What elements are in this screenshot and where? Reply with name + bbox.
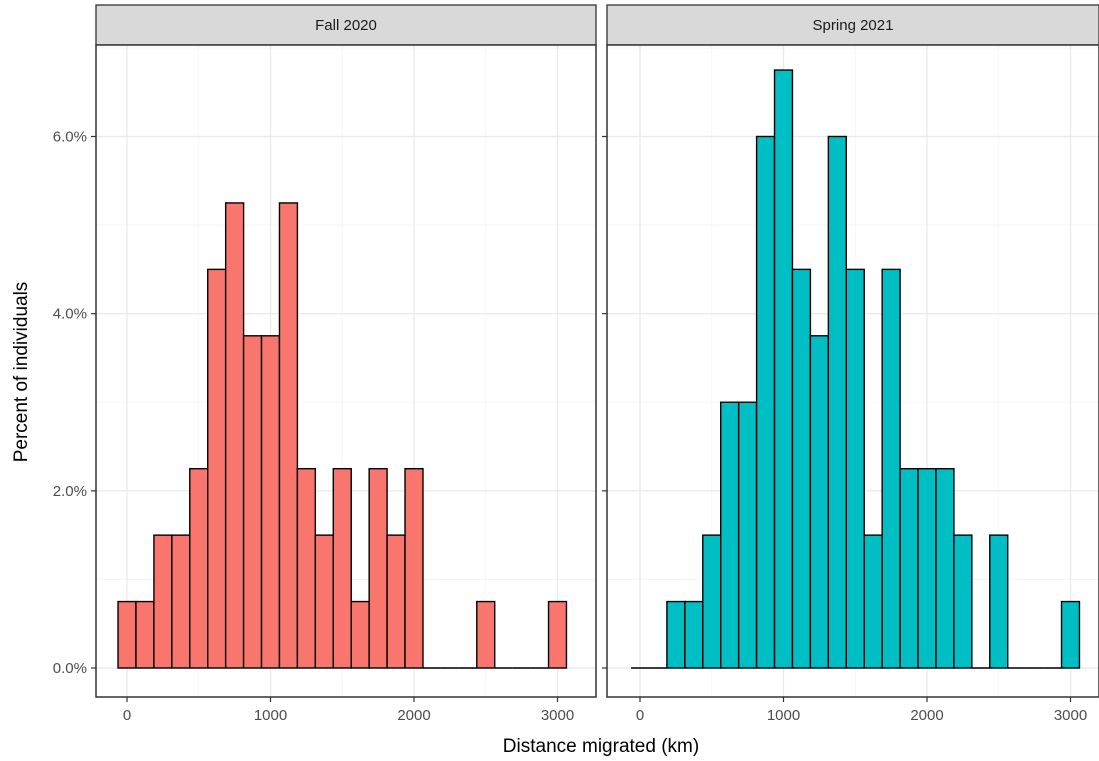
histogram-bar (296, 467, 317, 669)
histogram-bar (547, 600, 568, 669)
histogram-bar (332, 467, 352, 669)
facet-strip (95, 4, 597, 46)
facet-strip (606, 4, 1099, 46)
histogram-bar (827, 135, 847, 669)
histogram-bar (791, 268, 812, 669)
histogram-bar (404, 467, 424, 669)
x-tick-label: 1000 (767, 707, 800, 724)
histogram-bar (989, 534, 1009, 669)
x-axis-title: Distance migrated (km) (503, 736, 699, 757)
histogram-bar (899, 467, 919, 669)
facet-strip-label: Fall 2020 (315, 17, 377, 34)
facet-panel: Spring 2021 0 1000 2000 3000 (602, 4, 1099, 724)
y-tick-label: 2.0% (53, 483, 87, 500)
facet-panel: Fall 2020 0 1000 2000 3000 0.0% 2.0% 4.0% 6.0% (53, 4, 597, 724)
x-tick-label: 2000 (397, 707, 430, 724)
x-tick-label: 2000 (910, 707, 943, 724)
histogram-bar (189, 467, 209, 669)
histogram-bar (278, 202, 299, 669)
histogram-bar (242, 335, 263, 669)
histogram-bar (720, 401, 740, 669)
histogram-bar (935, 467, 955, 669)
facet-strip-label: Spring 2021 (813, 17, 894, 34)
histogram-bar (476, 600, 496, 669)
histogram-bar (350, 600, 370, 669)
x-tick-label: 0 (123, 707, 131, 724)
histogram-bar (135, 600, 155, 669)
y-tick-label: 0.0% (53, 660, 87, 677)
histogram-bar (386, 534, 406, 669)
histogram-bar (260, 335, 281, 669)
y-tick-label: 6.0% (53, 129, 87, 146)
panel-border (606, 44, 1099, 698)
histogram-bar (368, 467, 388, 669)
histogram-bar (845, 268, 865, 669)
x-tick-label: 1000 (254, 707, 287, 724)
histogram-bar (1060, 600, 1081, 669)
histogram-bar (117, 600, 137, 669)
histogram-bar (153, 534, 173, 669)
y-axis-title: Percent of individuals (11, 282, 32, 463)
x-tick-label: 3000 (541, 707, 574, 724)
x-tick-label: 3000 (1054, 707, 1087, 724)
histogram-bar (917, 467, 937, 669)
histogram-bar (773, 69, 794, 669)
y-tick-label: 4.0% (53, 306, 87, 323)
histogram-bar (881, 268, 901, 669)
histogram-bar (314, 534, 334, 669)
histogram-bar (953, 534, 973, 669)
histogram-bar (224, 202, 245, 669)
histogram-bar (755, 135, 776, 669)
panel-border (95, 44, 597, 698)
histogram-bar (863, 534, 883, 669)
histogram-bar (702, 534, 722, 669)
histogram-bar (666, 600, 686, 669)
x-tick-label: 0 (636, 707, 644, 724)
histogram-bar (171, 534, 191, 669)
histogram-bar (737, 401, 758, 669)
chart-panels: Fall 2020 0 1000 2000 3000 0.0% 2.0% 4.0% 6.0% Sp… (53, 4, 1099, 724)
histogram-bar (207, 268, 227, 669)
histogram-bar (684, 600, 704, 669)
histogram-bar (809, 335, 830, 669)
